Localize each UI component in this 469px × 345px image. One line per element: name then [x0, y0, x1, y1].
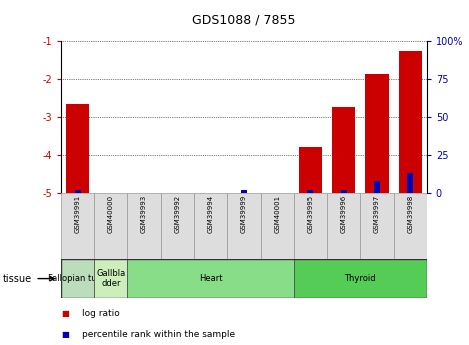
Text: GSM39998: GSM39998 [407, 195, 413, 234]
Text: Thyroid: Thyroid [344, 274, 376, 283]
Bar [399, 51, 422, 193]
Bar [299, 147, 322, 193]
Bar [66, 104, 89, 193]
Bar [332, 107, 356, 193]
Bar [260, 193, 294, 259]
Bar [294, 193, 327, 259]
Bar [407, 174, 413, 193]
Bar [341, 190, 347, 193]
Bar [161, 193, 194, 259]
Bar [61, 259, 94, 298]
Bar [393, 193, 427, 259]
Text: percentile rank within the sample: percentile rank within the sample [82, 330, 235, 339]
Text: GSM40000: GSM40000 [108, 195, 114, 233]
Bar [294, 259, 427, 298]
Bar [227, 193, 260, 259]
Text: GSM39994: GSM39994 [208, 195, 213, 233]
Bar [128, 259, 294, 298]
Text: log ratio: log ratio [82, 309, 120, 318]
Text: GSM39996: GSM39996 [340, 195, 347, 234]
Bar [128, 193, 161, 259]
Bar [360, 193, 393, 259]
Bar [374, 181, 380, 193]
Bar [308, 190, 313, 193]
Bar [75, 190, 81, 193]
Bar [61, 193, 94, 259]
Bar [194, 193, 227, 259]
Text: GSM39995: GSM39995 [307, 195, 313, 233]
Text: ■: ■ [61, 309, 69, 318]
Text: ■: ■ [61, 330, 69, 339]
Text: GSM39992: GSM39992 [174, 195, 181, 233]
Text: Heart: Heart [199, 274, 222, 283]
Text: GSM39997: GSM39997 [374, 195, 380, 234]
Bar [365, 73, 388, 193]
Text: Gallbla
dder: Gallbla dder [96, 269, 126, 288]
Text: GSM40001: GSM40001 [274, 195, 280, 233]
Text: Fallopian tube: Fallopian tube [48, 274, 107, 283]
Bar [327, 193, 360, 259]
Text: GSM39991: GSM39991 [75, 195, 81, 234]
Text: GDS1088 / 7855: GDS1088 / 7855 [192, 14, 295, 27]
Bar [94, 193, 128, 259]
Text: GSM39993: GSM39993 [141, 195, 147, 234]
Bar [241, 190, 247, 193]
Bar [94, 259, 128, 298]
Text: tissue: tissue [2, 274, 31, 284]
Text: GSM39999: GSM39999 [241, 195, 247, 234]
